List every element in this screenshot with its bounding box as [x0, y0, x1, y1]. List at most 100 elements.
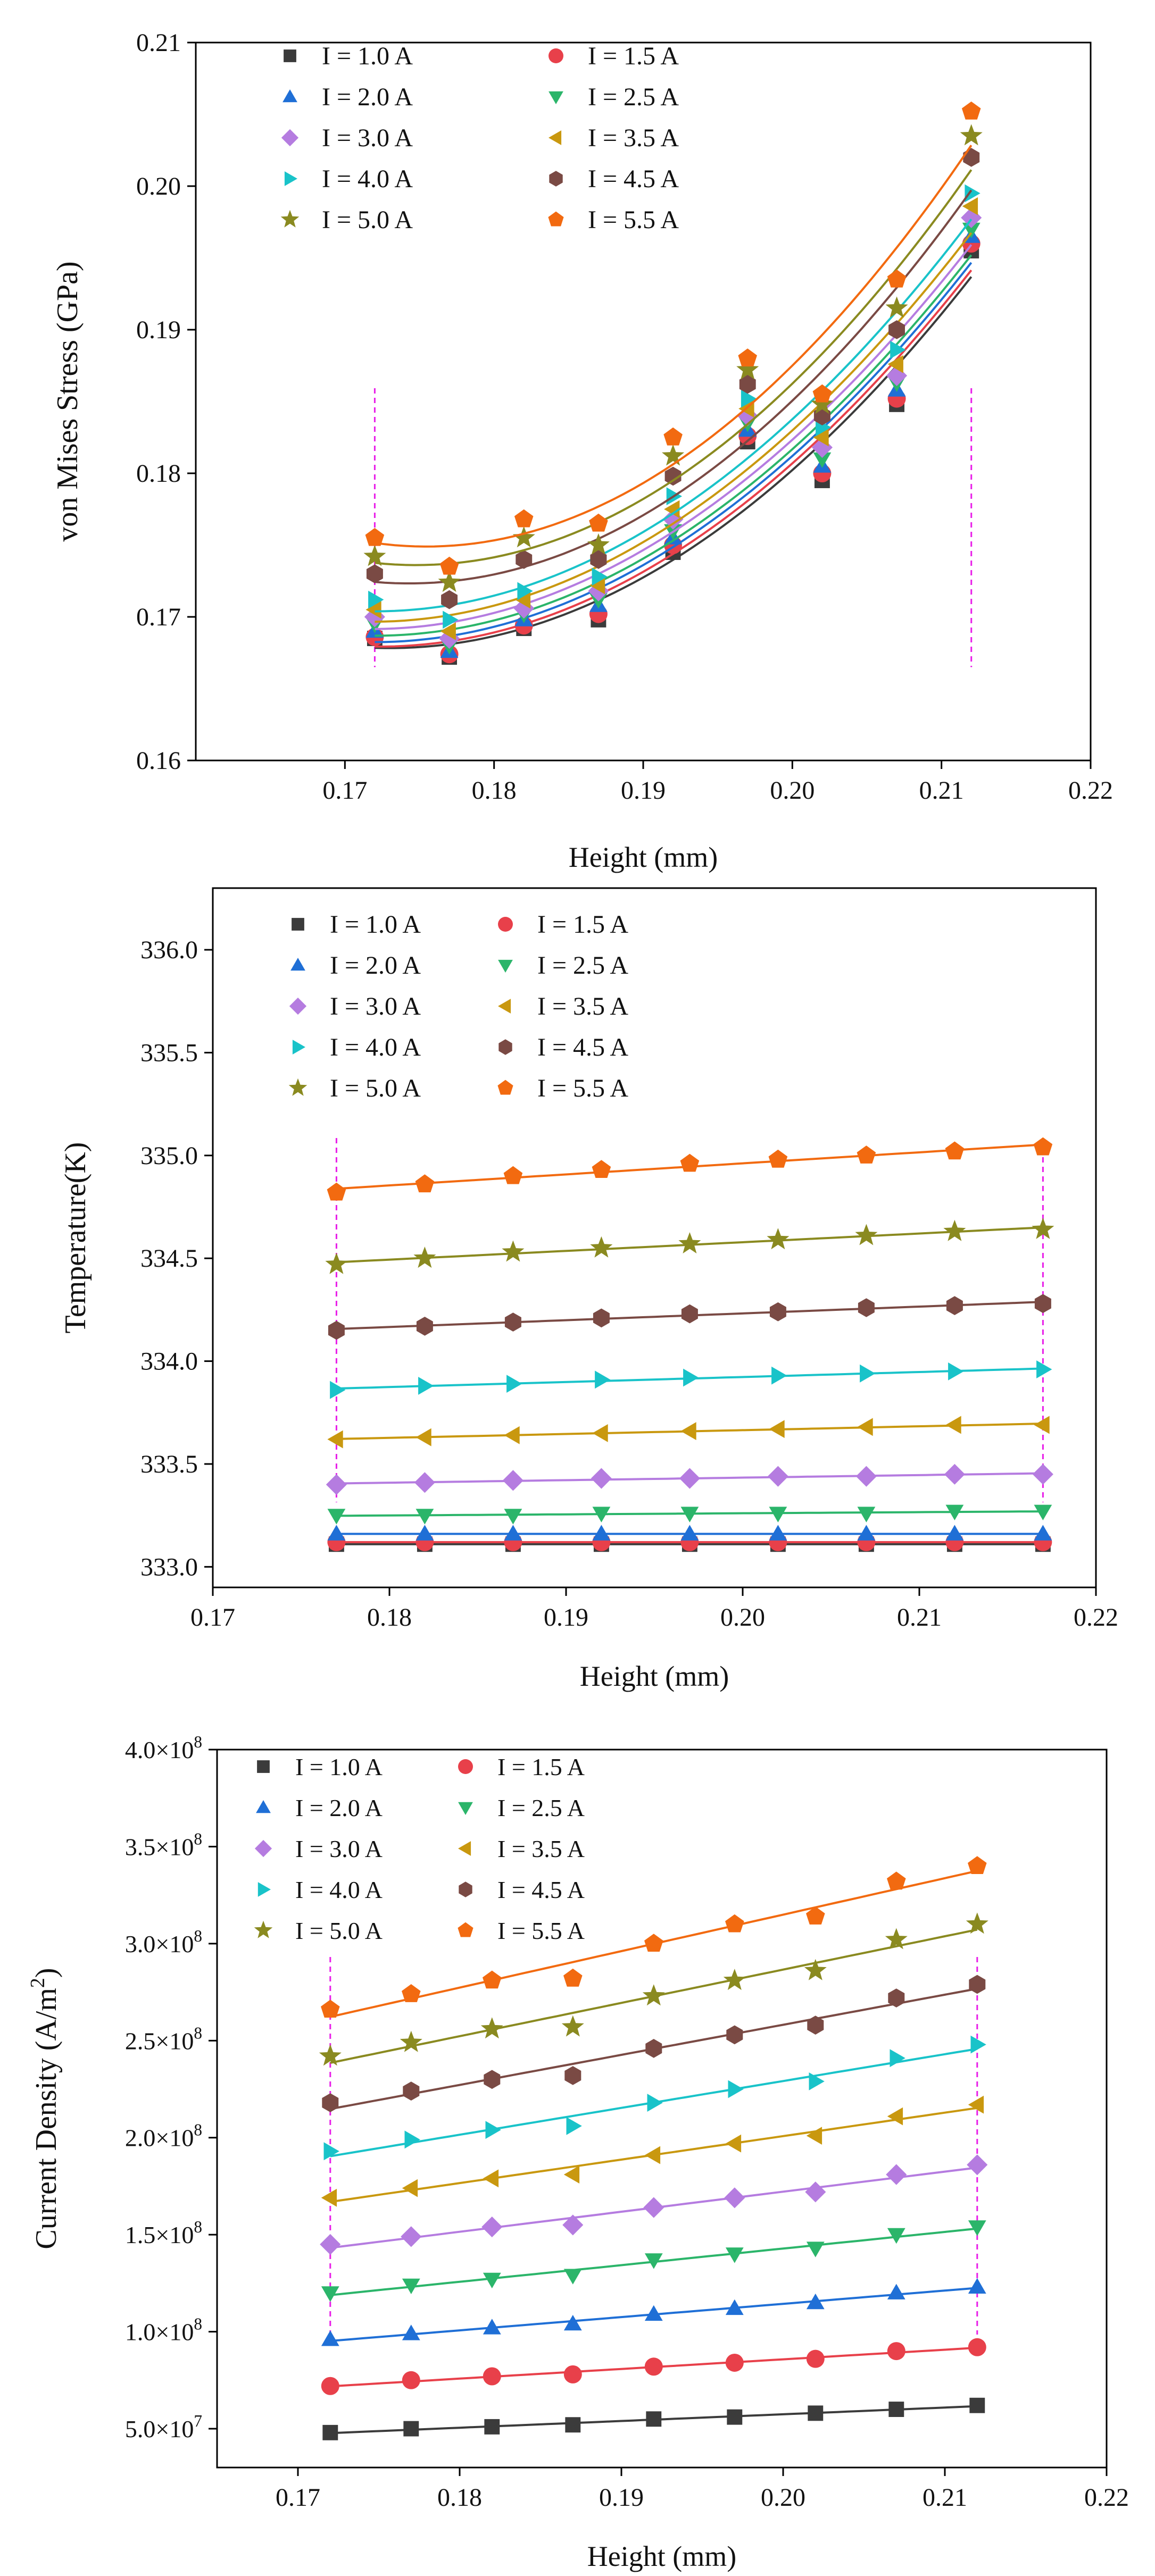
data-point — [888, 2402, 904, 2417]
series-3 — [327, 1525, 1052, 1541]
data-point — [887, 1871, 906, 1890]
data-point — [885, 296, 908, 318]
data-point — [565, 2417, 581, 2433]
data-point — [890, 340, 906, 359]
series-10 — [321, 1856, 987, 2018]
data-point — [678, 1232, 701, 1253]
legend-marker — [549, 171, 563, 187]
data-point — [513, 598, 535, 619]
data-point — [415, 1174, 435, 1193]
data-point — [681, 1304, 698, 1324]
legend-label: I = 2.5 A — [497, 1794, 585, 1821]
data-point — [664, 466, 682, 486]
legend-label: I = 5.5 A — [497, 1917, 585, 1944]
data-point — [812, 384, 832, 403]
legend-label: I = 3.0 A — [330, 992, 421, 1021]
data-point — [646, 2411, 662, 2427]
data-point — [440, 622, 456, 640]
data-point — [564, 2066, 581, 2085]
legend-label: I = 4.0 A — [330, 1033, 421, 1061]
data-point — [811, 392, 834, 414]
data-point — [591, 1468, 612, 1489]
data-point — [948, 1362, 964, 1381]
legend-label: I = 2.0 A — [295, 1794, 383, 1821]
data-point — [402, 2324, 420, 2340]
x-tick-label: 0.17 — [276, 2483, 320, 2512]
data-point — [566, 2117, 582, 2135]
y-tick-label: 2.5×108 — [125, 2023, 202, 2054]
data-point — [645, 2039, 662, 2058]
data-point — [946, 1296, 963, 1315]
x-tick-label: 0.17 — [190, 1603, 235, 1632]
y-tick-label: 0.20 — [136, 172, 181, 200]
y-tick-label: 0.19 — [136, 316, 181, 344]
data-point — [321, 2188, 337, 2207]
data-point — [683, 1368, 699, 1387]
data-point — [805, 2181, 826, 2203]
legend-marker — [498, 917, 513, 932]
data-point — [945, 1416, 961, 1434]
data-point — [325, 1252, 348, 1274]
data-point — [855, 1224, 878, 1245]
y-axis-label: von Mises Stress (GPa) — [51, 261, 84, 541]
data-point — [644, 2357, 663, 2376]
data-point — [644, 2253, 663, 2269]
data-point — [644, 1934, 663, 1952]
legend-label: I = 2.5 A — [537, 951, 628, 980]
data-point — [857, 1525, 876, 1541]
data-point — [724, 2187, 745, 2209]
data-point — [483, 2169, 499, 2188]
data-point — [961, 101, 981, 120]
data-point — [441, 590, 458, 609]
data-point — [365, 600, 381, 619]
data-point — [855, 1466, 877, 1487]
data-point — [592, 1525, 611, 1541]
series-7 — [330, 1360, 1052, 1399]
x-tick-label: 0.20 — [720, 1603, 765, 1632]
data-point — [414, 1472, 435, 1493]
data-point — [806, 1906, 825, 1925]
x-tick-label: 0.22 — [1084, 2483, 1129, 2512]
legend-label: I = 1.0 A — [322, 42, 413, 70]
data-point — [887, 2107, 903, 2126]
legend-label: I = 1.0 A — [295, 1753, 383, 1780]
data-point — [968, 1856, 987, 1874]
data-point — [438, 571, 461, 592]
data-point — [484, 2419, 500, 2435]
data-point — [969, 2397, 985, 2413]
series-4 — [321, 2220, 986, 2302]
legend-marker — [257, 1760, 270, 1773]
legend-label: I = 1.0 A — [330, 910, 421, 939]
legend-label: I = 5.5 A — [588, 206, 679, 234]
data-point — [506, 1375, 522, 1393]
data-point — [365, 528, 385, 546]
series-10 — [327, 1137, 1053, 1201]
data-point — [804, 1959, 827, 1980]
legend-marker — [284, 49, 296, 62]
legend-marker — [497, 1080, 513, 1095]
data-point — [589, 513, 608, 532]
data-point — [404, 2130, 420, 2149]
data-point — [402, 2278, 420, 2294]
data-point — [887, 2228, 905, 2244]
data-point — [738, 348, 757, 367]
data-point — [326, 1474, 347, 1495]
series-2 — [321, 2338, 986, 2395]
data-point — [968, 2338, 986, 2356]
data-point — [806, 2242, 825, 2257]
data-point — [723, 1969, 746, 1990]
legend-label: I = 2.0 A — [330, 951, 421, 980]
data-point — [890, 2049, 905, 2068]
data-point — [504, 1525, 522, 1541]
data-point — [680, 1422, 696, 1440]
data-point — [590, 1236, 613, 1258]
data-point — [418, 1377, 434, 1395]
series-3 — [321, 2278, 986, 2346]
data-point — [402, 2179, 418, 2197]
chart-panel-3: 0.17 0.18 0.19 0.20 0.21 0.22 5.0×107 1.0×108 1.… — [27, 1733, 1129, 2572]
y-tick-label: 2.0×108 — [125, 2121, 202, 2152]
data-point — [965, 184, 980, 203]
legend-marker — [288, 1078, 308, 1096]
data-point — [413, 1247, 436, 1268]
